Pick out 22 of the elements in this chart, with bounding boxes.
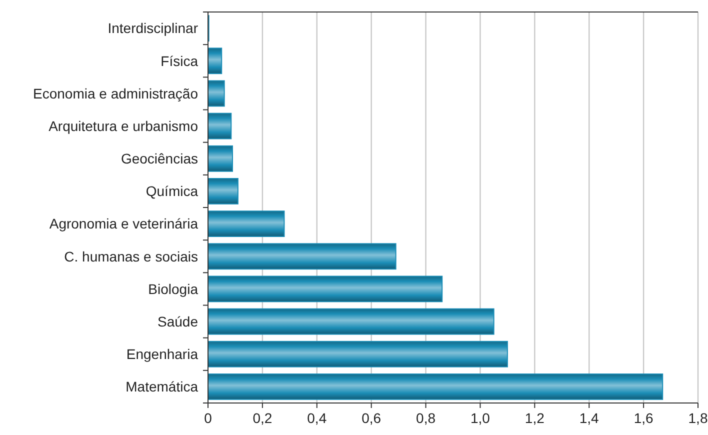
y-tick-label: Arquitetura e urbanismo — [48, 118, 198, 134]
x-tick-label: 0,2 — [252, 410, 272, 426]
y-tick-label: Saúde — [158, 313, 198, 330]
y-tick-label: Economia e administração — [33, 85, 198, 102]
y-tick-label: Química — [146, 183, 198, 200]
y-tick-label: Biologia — [148, 280, 198, 297]
y-tick-label: Física — [160, 52, 198, 69]
x-tick-label: 1,4 — [579, 410, 600, 426]
y-tick-label: Geociências — [120, 150, 198, 167]
x-tick-label: 1,6 — [634, 410, 654, 426]
y-tick-label: Agronomia e veterinária — [49, 216, 198, 232]
x-tick-label: 0,6 — [362, 410, 382, 426]
x-tick-label: 1,0 — [470, 410, 490, 426]
y-tick-label: Engenharia — [126, 346, 198, 362]
x-tick-label: 0,8 — [416, 410, 436, 426]
y-tick-label: Interdisciplinar — [108, 20, 198, 36]
y-tick-label: Matemática — [126, 378, 198, 395]
x-tick-label: 1,8 — [688, 410, 708, 426]
x-tick-label: 0 — [204, 410, 212, 426]
x-tick-label: 0,4 — [307, 410, 327, 426]
y-tick-label: C. humanas e sociais — [64, 248, 198, 264]
x-tick-label: 1,2 — [524, 410, 545, 426]
